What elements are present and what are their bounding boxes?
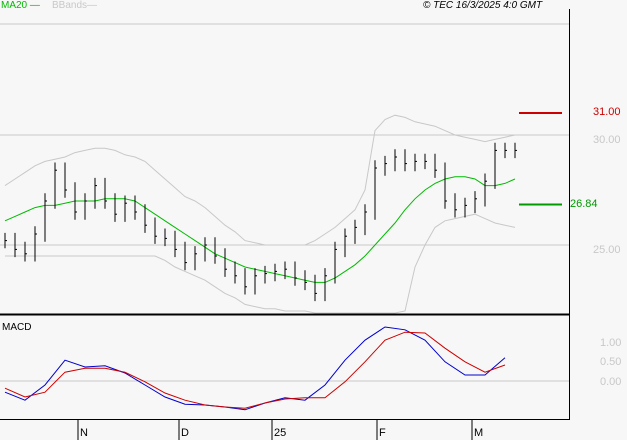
x-tick-feb: F: [379, 427, 386, 439]
bband-upper-line: [4, 114, 516, 246]
legend-ma20-label: MA20: [1, 0, 28, 11]
macd-tick-0: 0.00: [600, 376, 622, 388]
signal-line: [4, 331, 506, 409]
legend-bbands: BBands—: [52, 0, 98, 11]
resistance-label: 31.00: [593, 106, 621, 118]
legend-ma20: MA20 —: [1, 0, 40, 11]
macd-label: MACD: [2, 322, 32, 333]
macd-tick-05: 0.50: [600, 356, 622, 368]
x-tick-2025: 25: [274, 427, 287, 439]
macd-tick-1: 1.00: [600, 337, 622, 349]
x-tick-nov: N: [80, 427, 88, 439]
legend-bbands-label: BBands: [52, 0, 88, 11]
x-tick-mar: M: [474, 427, 484, 439]
x-tick-dec: D: [181, 427, 189, 439]
y-tick-30: 30.00: [593, 134, 621, 146]
copyright: © TEC 16/3/2025 4:0 GMT: [423, 0, 543, 11]
support-label: 26.84: [570, 198, 598, 210]
y-tick-25: 25.00: [593, 244, 621, 256]
ma20-line: [4, 176, 516, 283]
bband-lower-line: [5, 213, 516, 314]
macd-line: [4, 326, 506, 411]
